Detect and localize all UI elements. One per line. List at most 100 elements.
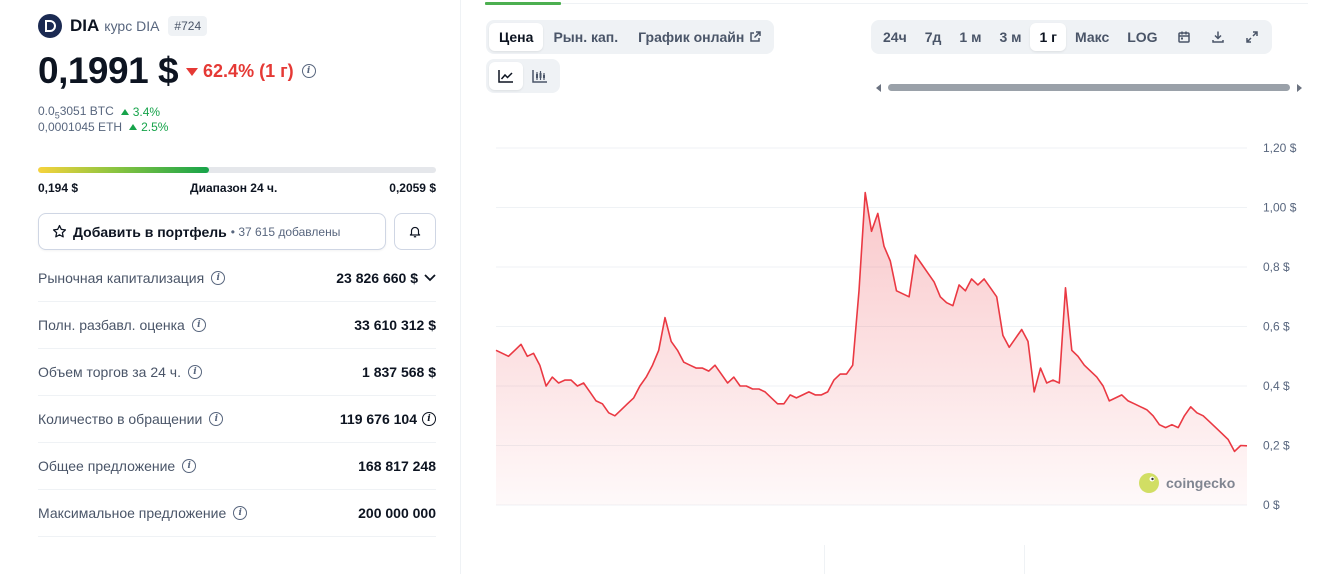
y-tick-label: 1,00 $	[1263, 201, 1297, 215]
range-24h-labels: 0,194 $ Диапазон 24 ч. 0,2059 $	[38, 181, 436, 195]
divider	[485, 3, 1308, 4]
info-icon[interactable]: i	[191, 318, 206, 332]
range-low: 0,194 $	[38, 181, 79, 195]
coin-name: DIA	[70, 16, 100, 35]
chart-type-tabs: Цена Рын. кап. График онлайн	[486, 20, 775, 54]
stat-label: Объем торгов за 24 ч. i	[38, 364, 202, 380]
gecko-logo-icon	[1139, 473, 1159, 493]
download-icon	[1211, 31, 1224, 43]
bell-icon	[409, 226, 421, 238]
watermark-text: coingecko	[1166, 475, 1235, 491]
calendar-button[interactable]	[1167, 23, 1201, 51]
stat-label: Максимальное предложение i	[38, 505, 248, 521]
stat-row: Количество в обращении i 119 676 104 i	[38, 396, 436, 443]
stat-label: Количество в обращении i	[38, 411, 224, 427]
time-range-24ч[interactable]: 24ч	[883, 29, 907, 45]
coin-info-panel: DIA курс DIA #724 0,1991 $ 62.4% (1 г) i…	[0, 0, 461, 574]
tab-market-cap[interactable]: Рын. кап.	[553, 29, 619, 45]
info-icon[interactable]: i	[182, 459, 197, 473]
time-range-log[interactable]: LOG	[1127, 29, 1158, 45]
stat-row: Полн. разбавл. оценка i 33 610 312 $	[38, 302, 436, 349]
eth-change: 2.5%	[141, 120, 169, 134]
coin-header: DIA курс DIA #724	[38, 14, 208, 38]
calendar-icon	[1177, 31, 1190, 43]
rank-badge: #724	[168, 16, 208, 36]
info-icon[interactable]: i	[233, 506, 248, 520]
price-change: 62.4% (1 г)	[203, 60, 294, 81]
chart-panel: Цена Рын. кап. График онлайн 24ч 7д 1 м 3 м 1 …	[461, 0, 1342, 574]
stat-label: Общее предложение i	[38, 458, 197, 474]
info-icon[interactable]: i	[301, 64, 316, 78]
scroll-left-icon[interactable]	[876, 84, 881, 92]
price-row: 0,1991 $ 62.4% (1 г) i	[38, 50, 316, 92]
chevron-down-icon[interactable]	[424, 274, 436, 282]
dia-logo-icon	[38, 14, 62, 38]
time-range-7д[interactable]: 7д	[924, 29, 942, 45]
stat-label: Полн. разбавл. оценка i	[38, 317, 206, 333]
line-chart-icon	[498, 70, 513, 83]
time-range-3м[interactable]: 3 м	[999, 29, 1022, 45]
range-high: 0,2059 $	[389, 181, 436, 195]
eth-conversion: 0,0001045 ETH 2.5%	[38, 120, 168, 134]
caret-up-icon	[129, 124, 138, 130]
eth-price: 0,0001045 ETH	[38, 120, 123, 134]
stat-value: 23 826 660 $	[336, 270, 436, 286]
candlestick-chart-button[interactable]	[523, 62, 557, 90]
time-range-1г[interactable]: 1 г	[1030, 23, 1066, 51]
active-section-indicator	[485, 2, 561, 5]
add-to-portfolio-label: Добавить в портфель	[73, 223, 227, 240]
caret-up-icon	[120, 109, 129, 116]
range-24h-fill	[38, 167, 210, 173]
stat-row: Максимальное предложение i 200 000 000	[38, 490, 436, 537]
btc-price: 0.053051 BTC	[38, 104, 114, 121]
time-range-макс[interactable]: Макс	[1075, 29, 1110, 45]
y-tick-label: 0,2 $	[1263, 439, 1290, 453]
stat-row: Объем торгов за 24 ч. i 1 837 568 $	[38, 349, 436, 396]
fullscreen-button[interactable]	[1235, 23, 1269, 51]
info-icon[interactable]: i	[209, 412, 224, 426]
info-icon[interactable]: i	[187, 365, 202, 379]
candlestick-chart-icon	[532, 70, 547, 83]
btc-change: 3.4%	[132, 105, 161, 120]
stat-value: 119 676 104 i	[340, 411, 436, 427]
stat-label: Рыночная капитализация i	[38, 270, 226, 286]
divider	[1024, 545, 1025, 574]
fullscreen-icon	[1245, 31, 1258, 43]
portfolio-count: • 37 615 добавлены	[230, 224, 341, 239]
caret-down-icon	[186, 68, 199, 76]
tab-price[interactable]: Цена	[489, 23, 544, 51]
stat-row: Рыночная капитализация i 23 826 660 $	[38, 255, 436, 302]
stat-value: 200 000 000	[358, 505, 436, 521]
tab-live-chart[interactable]: График онлайн	[628, 23, 771, 51]
stat-row: Общее предложение i 168 817 248	[38, 443, 436, 490]
coingecko-watermark: coingecko	[1139, 473, 1235, 493]
external-link-icon	[750, 31, 762, 42]
star-icon	[52, 224, 67, 238]
stat-value: 168 817 248	[358, 458, 436, 474]
y-tick-label: 1,20 $	[1263, 141, 1297, 155]
price-alert-button[interactable]	[394, 213, 436, 250]
divider	[824, 545, 825, 574]
price-line	[495, 191, 1248, 453]
range-24h-bar	[38, 167, 436, 173]
coin-subtitle: курс DIA	[104, 18, 160, 34]
info-icon[interactable]: i	[211, 271, 226, 285]
chart-range-scrollbar[interactable]	[873, 81, 1305, 93]
stat-value: 1 837 568 $	[362, 364, 436, 380]
y-tick-label: 0 $	[1263, 498, 1280, 512]
chart-style-toggle	[486, 59, 560, 93]
time-range-1м[interactable]: 1 м	[959, 29, 982, 45]
scroll-right-icon[interactable]	[1297, 84, 1302, 92]
y-tick-label: 0,4 $	[1263, 379, 1290, 393]
info-icon[interactable]: i	[422, 412, 436, 426]
price-area	[496, 192, 1247, 505]
current-price: 0,1991 $	[38, 50, 179, 91]
line-chart-button[interactable]	[489, 62, 523, 90]
add-to-portfolio-button[interactable]: Добавить в портфель • 37 615 добавлены	[38, 213, 386, 250]
y-tick-label: 0,8 $	[1263, 260, 1290, 274]
download-button[interactable]	[1201, 23, 1235, 51]
scrollbar-thumb[interactable]	[888, 84, 1290, 91]
range-label: Диапазон 24 ч.	[190, 181, 278, 195]
stat-value: 33 610 312 $	[354, 317, 436, 333]
y-tick-label: 0,6 $	[1263, 320, 1290, 334]
